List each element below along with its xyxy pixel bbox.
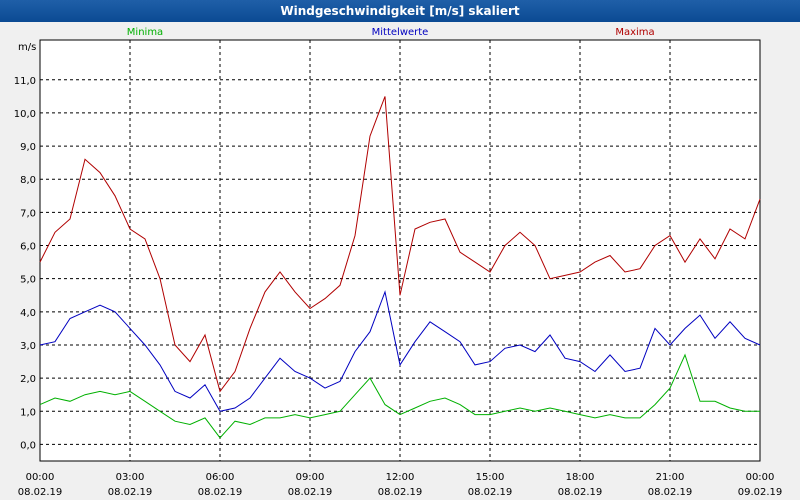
y-axis-unit-label: m/s bbox=[18, 42, 36, 53]
x-tick-time: 00:00 bbox=[746, 472, 775, 483]
chart-title: Windgeschwindigkeit [m/s] skaliert bbox=[0, 0, 800, 22]
y-tick-labels: 0,0 1,0 2,0 3,0 4,0 5,0 6,0 7,0 8,0 9,0 10,0 11,0 bbox=[14, 76, 36, 452]
y-tick-label: 4,0 bbox=[20, 308, 36, 319]
y-tick-label: 7,0 bbox=[20, 208, 36, 219]
y-tick-label: 5,0 bbox=[20, 275, 36, 286]
series-line-mittelwerte bbox=[39, 290, 761, 412]
x-tick-date: 08.02.19 bbox=[198, 487, 243, 498]
x-tick-time: 00:00 bbox=[26, 472, 55, 483]
x-tick-date: 08.02.19 bbox=[288, 487, 333, 498]
legend-item-minima: Minima bbox=[127, 27, 163, 38]
x-tick-date: 08.02.19 bbox=[378, 487, 423, 498]
x-tick-time: 03:00 bbox=[116, 472, 145, 483]
y-tick-label: 0,0 bbox=[20, 440, 36, 451]
y-tick-label: 6,0 bbox=[20, 242, 36, 253]
x-tick-date: 08.02.19 bbox=[18, 487, 63, 498]
legend: Minima Mittelwerte Maxima bbox=[127, 27, 655, 38]
series-lines bbox=[39, 96, 761, 439]
x-tick-date: 08.02.19 bbox=[468, 487, 513, 498]
x-tick-time: 12:00 bbox=[386, 472, 415, 483]
x-tick-time: 21:00 bbox=[656, 472, 685, 483]
x-tick-date: 09.02.19 bbox=[738, 487, 783, 498]
x-tick-time: 15:00 bbox=[476, 472, 505, 483]
x-tick-time: 18:00 bbox=[566, 472, 595, 483]
y-tick-label: 11,0 bbox=[14, 76, 36, 87]
y-tick-label: 10,0 bbox=[14, 109, 36, 120]
x-tick-time: 09:00 bbox=[296, 472, 325, 483]
y-tick-label: 3,0 bbox=[20, 341, 36, 352]
y-tick-label: 2,0 bbox=[20, 374, 36, 385]
legend-item-maxima: Maxima bbox=[615, 27, 654, 38]
y-tick-label: 8,0 bbox=[20, 175, 36, 186]
x-tick-date: 08.02.19 bbox=[648, 487, 693, 498]
x-tick-time: 06:00 bbox=[206, 472, 235, 483]
x-tick-date: 08.02.19 bbox=[558, 487, 603, 498]
legend-item-mittelwerte: Mittelwerte bbox=[372, 27, 429, 38]
series-line-minima bbox=[39, 353, 760, 439]
series-line-maxima bbox=[39, 96, 761, 393]
y-tick-label: 9,0 bbox=[20, 142, 36, 153]
y-tick-label: 1,0 bbox=[20, 407, 36, 418]
x-tick-labels: 00:00 08.02.19 03:00 08.02.19 06:00 08.02.19 0… bbox=[18, 472, 783, 498]
x-tick-date: 08.02.19 bbox=[108, 487, 153, 498]
